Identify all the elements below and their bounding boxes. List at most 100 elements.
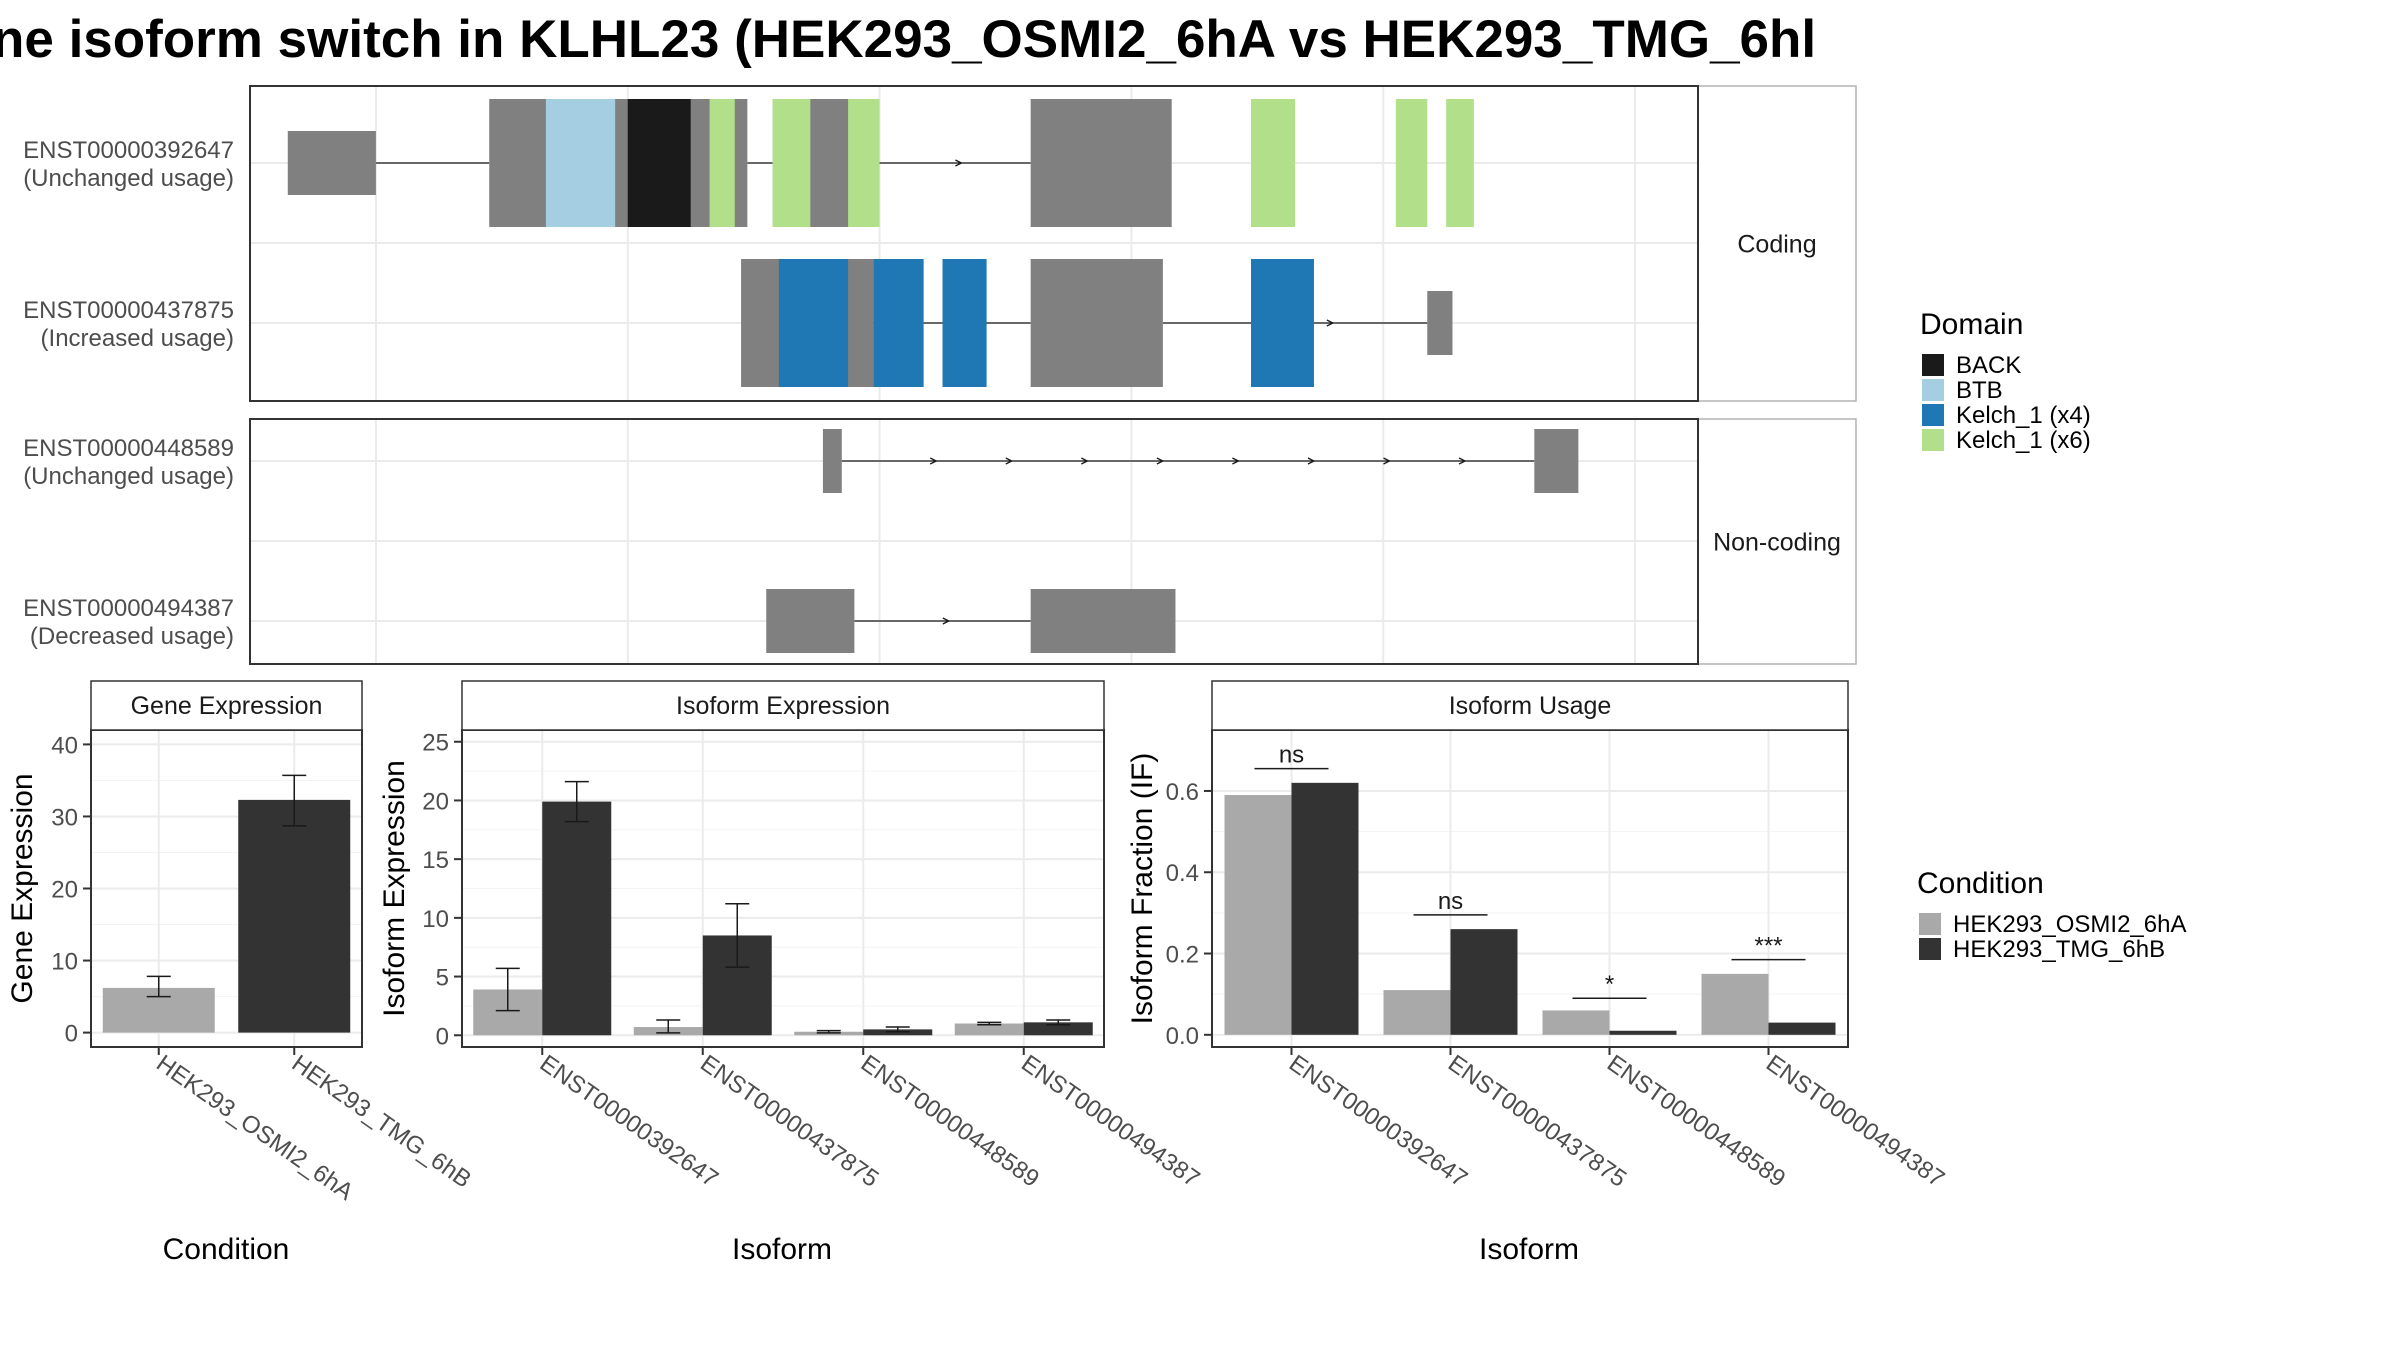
bar xyxy=(1383,990,1451,1035)
facet-label: Non-coding xyxy=(1713,529,1841,557)
transcript xyxy=(287,99,1474,227)
transcript-usage-label: (Unchanged usage) xyxy=(23,463,234,490)
domain-block xyxy=(942,259,987,387)
bar xyxy=(1768,1022,1836,1035)
significance-label: ns xyxy=(1279,742,1304,769)
domain-legend-label: BACK xyxy=(1956,352,2021,379)
exon xyxy=(766,589,855,653)
panel-strip-label: Isoform Expression xyxy=(676,692,890,720)
exon xyxy=(1030,259,1163,387)
y-axis-title: Isoform Expression xyxy=(378,760,411,1017)
y-tick-label: 5 xyxy=(436,965,449,992)
bar xyxy=(1023,1022,1093,1036)
y-tick-label: 0.4 xyxy=(1166,860,1199,887)
domain-legend-label: Kelch_1 (x4) xyxy=(1956,402,2091,429)
exon xyxy=(1534,429,1579,493)
domain-block xyxy=(1446,99,1474,227)
facet-label: Coding xyxy=(1737,231,1816,259)
domain-legend-swatch xyxy=(1922,429,1944,451)
panel-strip xyxy=(461,680,1105,731)
panel-strip xyxy=(1211,680,1849,731)
significance-label: ns xyxy=(1438,888,1463,915)
transcript-usage-label: (Decreased usage) xyxy=(30,623,234,650)
bar xyxy=(1701,973,1769,1035)
intron-arrow xyxy=(1383,457,1391,465)
domain-block xyxy=(627,99,691,227)
x-tick-label: ENST00000494387 xyxy=(1016,1050,1204,1193)
intron-arrow xyxy=(1307,457,1316,465)
y-axis-title: Gene Expression xyxy=(6,773,39,1003)
y-tick-label: 25 xyxy=(422,730,449,757)
transcript xyxy=(766,589,1176,653)
x-axis-title: Isoform xyxy=(732,1233,832,1266)
significance-label: * xyxy=(1605,971,1614,998)
y-tick-label: 0 xyxy=(436,1023,449,1050)
domain-block xyxy=(873,259,924,387)
panel-border xyxy=(249,85,1699,402)
transcript-usage-label: (Increased usage) xyxy=(41,325,234,352)
structure-plot: Coding Non-coding ENST00000392647 (Unchange… xyxy=(23,85,1857,665)
transcript xyxy=(822,429,1579,493)
y-tick-label: 10 xyxy=(51,949,78,976)
y-tick-label: 0.6 xyxy=(1166,779,1199,806)
bar xyxy=(1224,795,1292,1035)
exon xyxy=(489,99,748,227)
domain-block xyxy=(1251,99,1296,227)
domain-legend-label: BTB xyxy=(1956,377,2003,404)
bar-panel: Isoform Expression 0 5 10 15 20 25 Isoform Expr… xyxy=(378,680,1205,1266)
exon xyxy=(1427,291,1453,355)
transcript-id-label: ENST00000437875 xyxy=(23,297,234,324)
exon xyxy=(1030,99,1172,227)
domain-legend-label: Kelch_1 (x6) xyxy=(1956,427,2091,454)
intron-arrow xyxy=(1232,457,1240,465)
condition-legend-title: Condition xyxy=(1917,867,2044,900)
panel-border xyxy=(249,418,1699,665)
transcript-id-label: ENST00000392647 xyxy=(23,137,234,164)
figure-title: ne isoform switch in KLHL23 (HEK293_OSMI… xyxy=(0,10,1816,69)
intron-arrow xyxy=(1005,457,1014,465)
domain-legend-swatch xyxy=(1922,404,1944,426)
exon xyxy=(1030,589,1176,653)
x-axis-title: Condition xyxy=(163,1233,290,1266)
y-tick-label: 20 xyxy=(422,788,449,815)
intron-arrow xyxy=(1156,457,1165,465)
domain-legend-swatch xyxy=(1922,354,1944,376)
domain-block xyxy=(545,99,616,227)
intron-arrow xyxy=(929,457,938,465)
condition-legend-swatch xyxy=(1919,913,1941,935)
y-tick-label: 30 xyxy=(51,804,78,831)
significance-label: *** xyxy=(1754,933,1782,960)
transcript-id-label: ENST00000448589 xyxy=(23,435,234,462)
domain-legend-swatch xyxy=(1922,379,1944,401)
intron-arrow xyxy=(1081,457,1089,465)
domain-block xyxy=(709,99,735,227)
panel-strip-label: Gene Expression xyxy=(131,692,323,720)
y-tick-label: 0 xyxy=(65,1021,78,1048)
domain-block xyxy=(778,259,849,387)
facet-strip xyxy=(1697,85,1857,402)
intron-arrow xyxy=(1458,457,1467,465)
bar xyxy=(1609,1030,1677,1035)
y-tick-label: 20 xyxy=(51,877,78,904)
domain-block xyxy=(848,99,880,227)
x-axis-title: Isoform xyxy=(1479,1233,1579,1266)
bar xyxy=(542,801,612,1036)
bar xyxy=(238,799,351,1033)
exon xyxy=(287,131,376,195)
bar xyxy=(1450,929,1518,1035)
y-axis-title: Isoform Fraction (IF) xyxy=(1126,753,1159,1025)
y-tick-label: 15 xyxy=(422,847,449,874)
domain-legend-title: Domain xyxy=(1920,308,2023,341)
facet-strip xyxy=(1697,418,1857,665)
bar xyxy=(954,1023,1024,1036)
bar xyxy=(1542,1010,1610,1035)
y-tick-label: 40 xyxy=(51,732,78,759)
bar xyxy=(1291,782,1359,1035)
panel-strip-label: Isoform Usage xyxy=(1449,692,1612,720)
condition-legend-swatch xyxy=(1919,938,1941,960)
intron-arrow xyxy=(955,159,963,167)
